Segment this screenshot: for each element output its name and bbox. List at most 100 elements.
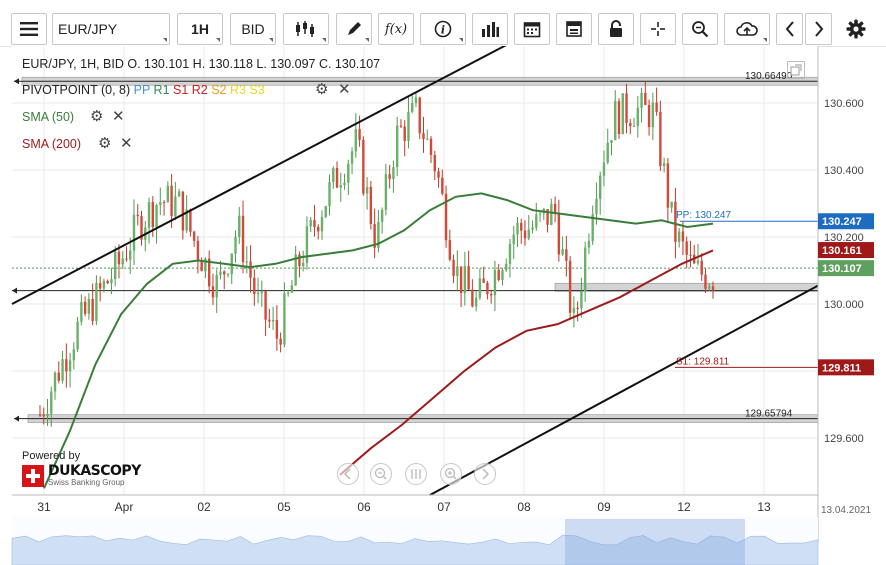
candle-body [50, 391, 53, 414]
candle-body [313, 219, 316, 227]
zoom-button[interactable] [682, 13, 718, 45]
candle-body [489, 294, 493, 296]
candle-body [136, 214, 139, 217]
sma200-settings-button[interactable]: ⚙ [98, 135, 112, 152]
level-arrow-icon [12, 287, 17, 294]
candle-body [279, 338, 282, 345]
candle-body [170, 185, 173, 217]
settings-button[interactable] [840, 13, 872, 45]
candle-body [358, 129, 361, 140]
sma50-line [43, 192, 714, 489]
popout-icon [790, 64, 802, 76]
candle-body [162, 202, 166, 204]
candle-body [196, 240, 200, 261]
pivot-remove-button[interactable]: ✕ [338, 81, 351, 98]
candle-body [610, 140, 613, 143]
candle-body [347, 163, 350, 183]
candle-body [301, 263, 305, 267]
candle-body [290, 285, 294, 293]
candle-body [125, 258, 128, 260]
candle-body [155, 205, 158, 228]
navigator [11, 517, 819, 565]
candle-body [512, 234, 515, 245]
zoom-in-button[interactable] [440, 463, 462, 485]
powered-by-badge: Powered by DUKASCOPY Swiss Banking Group [22, 450, 141, 488]
candle-body [102, 280, 106, 289]
pivot-label: PIVOTPOINT (0, 8) [22, 83, 131, 97]
candle-body [493, 269, 497, 296]
nav-next-button[interactable] [474, 463, 496, 485]
candle-body [392, 167, 395, 180]
save-cloud-button[interactable] [724, 13, 770, 45]
x-tick-label: Apr [115, 500, 134, 514]
candlestick-icon [296, 21, 314, 37]
chevron-right-icon [814, 21, 823, 37]
scroll-right-button[interactable] [805, 13, 832, 45]
candle-body [561, 249, 564, 255]
calendar-icon [523, 22, 541, 38]
instrument-label: EUR/JPY [58, 21, 118, 37]
candle-body [546, 209, 549, 225]
candle-body [399, 125, 403, 127]
candle-body [181, 191, 185, 231]
candle-body [68, 360, 72, 372]
date-label: 13.04.2021 [821, 505, 871, 516]
candle-body [632, 126, 636, 128]
menu-button[interactable] [11, 13, 47, 45]
instrument-selector[interactable]: EUR/JPY [52, 13, 170, 45]
candle-body [200, 260, 203, 272]
candle-body [121, 258, 124, 265]
candle-body [647, 104, 651, 128]
lock-button[interactable] [598, 13, 634, 45]
info-button[interactable]: i [420, 13, 466, 45]
timeframe-selector[interactable]: 1H [177, 13, 223, 45]
sma200-line [339, 249, 714, 476]
sma50-legend: SMA (50) [22, 110, 75, 124]
candle-body [373, 224, 376, 248]
candle-body [223, 271, 226, 275]
candle-body [234, 236, 237, 254]
chart-type-button[interactable] [283, 13, 329, 45]
candle-body [557, 212, 561, 255]
y-tick-label: 130.600 [824, 98, 864, 110]
scroll-left-button[interactable] [776, 13, 803, 45]
popout-button[interactable] [787, 61, 805, 79]
sma50-remove-button[interactable]: ✕ [112, 108, 125, 125]
price-chart[interactable]: 129.600130.000130.200130.400130.600130.8… [0, 46, 886, 565]
candle-body [674, 201, 677, 242]
candle-body [568, 260, 572, 313]
zoom-out-button[interactable] [370, 463, 392, 485]
pivot-level-pp: PP [133, 83, 151, 97]
candle-body [681, 231, 685, 242]
price-label-text: 129.811 [822, 362, 861, 374]
crosshair-button[interactable] [640, 13, 676, 45]
layout-button[interactable] [556, 13, 592, 45]
candle-body [380, 209, 384, 222]
candle-body [467, 266, 470, 290]
candle-body [636, 107, 640, 127]
drawing-tools-button[interactable] [336, 13, 372, 45]
candle-body [426, 138, 429, 140]
brand-name: DUKASCOPY [48, 463, 141, 479]
candle-body [57, 372, 60, 381]
price-label-text: 130.107 [822, 263, 862, 275]
candle-body [388, 174, 391, 180]
candle-body [508, 244, 512, 264]
svg-text:i: i [441, 24, 445, 37]
volume-button[interactable] [472, 13, 508, 45]
nav-prev-button[interactable] [337, 463, 359, 485]
sma200-remove-button[interactable]: ✕ [120, 135, 133, 152]
candle-body [324, 206, 327, 218]
pivot-settings-button[interactable]: ⚙ [315, 81, 329, 98]
crosshair-icon [651, 22, 665, 36]
candle-body [204, 258, 207, 272]
price-label-box [818, 260, 874, 277]
candle-body [538, 213, 542, 215]
sma50-settings-button[interactable]: ⚙ [90, 108, 104, 125]
candle-body [189, 209, 192, 232]
price-type-selector[interactable]: BID [230, 13, 276, 45]
indicators-button[interactable]: f(x) [378, 13, 414, 45]
calendar-button[interactable] [514, 13, 550, 45]
candle-body [294, 254, 297, 286]
reset-view-button[interactable] [405, 463, 427, 485]
